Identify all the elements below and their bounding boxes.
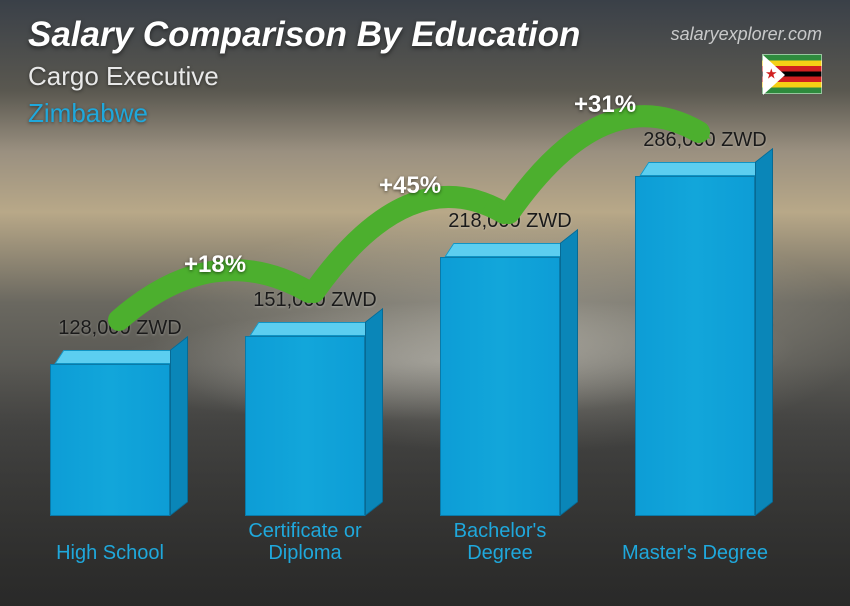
increase-pct-label: +45% (379, 172, 441, 200)
watermark: salaryexplorer.com (671, 24, 822, 45)
increase-pct-label: +31% (574, 91, 636, 119)
chart-country: Zimbabwe (28, 98, 580, 129)
increase-arrow (30, 144, 810, 564)
increase-pct-label: +18% (184, 251, 246, 279)
chart-subtitle: Cargo Executive (28, 61, 580, 92)
chart-title: Salary Comparison By Education (28, 15, 580, 55)
bar-chart: High School128,000 ZWDCertificate or Dip… (30, 144, 810, 564)
header: Salary Comparison By Education Cargo Exe… (28, 15, 580, 129)
zimbabwe-flag-icon (762, 54, 822, 94)
